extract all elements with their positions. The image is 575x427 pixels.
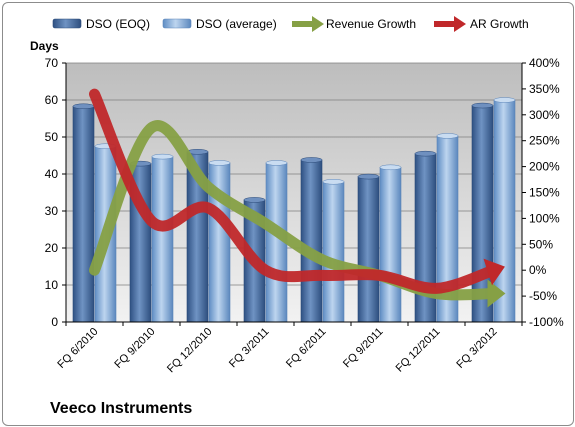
- x-tick-label: FQ 6/2010: [55, 326, 100, 371]
- line-series: [89, 88, 506, 308]
- bar-top: [151, 153, 174, 160]
- bar-top: [72, 103, 95, 110]
- series-line: [89, 88, 499, 294]
- series-arrowhead: [487, 279, 506, 308]
- x-tick-label: FQ 12/2011: [394, 326, 443, 375]
- x-tick-label: FQ 12/2010: [165, 326, 215, 376]
- x-tick-label: FQ 9/2011: [341, 326, 386, 371]
- series-arrowhead: [483, 258, 505, 286]
- x-tick-label: FQ 3/2011: [227, 326, 272, 371]
- y-axis-label: Days: [30, 39, 59, 53]
- bar: [379, 167, 402, 323]
- bar-top: [243, 197, 266, 203]
- legend-arrowhead: [312, 16, 324, 32]
- y2-tick-label: 0%: [529, 263, 547, 277]
- legend-swatch: [52, 18, 82, 29]
- x-tick-label: FQ 6/2011: [284, 326, 329, 371]
- y-tick-label: 0: [51, 315, 58, 329]
- y-tick-label: 10: [45, 278, 59, 292]
- y-tick-label: 20: [45, 241, 59, 255]
- y-tick-label: 50: [45, 130, 59, 144]
- y2-tick-label: 150%: [529, 186, 560, 200]
- bar: [300, 159, 323, 323]
- bar-top: [265, 160, 288, 166]
- bar: [72, 105, 95, 323]
- legend-swatch: [162, 18, 192, 29]
- company-title: Veeco Instruments: [50, 400, 193, 417]
- y-tick-label: 70: [45, 56, 59, 70]
- legend-label: DSO (EOQ): [86, 17, 150, 31]
- bar: [322, 181, 345, 323]
- x-tick-label: FQ 3/2012: [454, 326, 499, 371]
- legend: DSO (EOQ) DSO (average) Revenue Growth AR G…: [52, 16, 529, 32]
- bar-top: [208, 160, 231, 166]
- bar: [357, 176, 380, 323]
- legend-arrowhead: [454, 16, 466, 32]
- y-tick-label: 60: [45, 93, 59, 107]
- y2-tick-label: 350%: [529, 82, 560, 96]
- y-tick-label: 30: [45, 204, 59, 218]
- bar-top: [300, 157, 323, 163]
- legend-label: AR Growth: [470, 17, 529, 31]
- bar-top: [493, 97, 516, 103]
- y2-tick-label: 200%: [529, 160, 560, 174]
- bar-top: [322, 179, 345, 185]
- bar-top: [436, 133, 459, 139]
- legend-label: DSO (average): [196, 17, 277, 31]
- y-tick-label: 40: [45, 167, 59, 181]
- y2-tick-label: -50%: [529, 289, 557, 303]
- bar-top: [414, 150, 437, 157]
- bar-top: [471, 102, 494, 109]
- bar-top: [357, 173, 380, 180]
- y2-tick-label: 100%: [529, 211, 560, 225]
- legend-label: Revenue Growth: [326, 17, 416, 31]
- y2-tick-label: -100%: [529, 315, 564, 329]
- y2-tick-label: 50%: [529, 237, 553, 251]
- x-tick-label: FQ 9/2010: [112, 326, 157, 371]
- bar: [151, 156, 174, 323]
- bar-top: [379, 164, 402, 171]
- y2-tick-label: 400%: [529, 56, 560, 70]
- y2-tick-label: 250%: [529, 134, 560, 148]
- y2-tick-label: 300%: [529, 108, 560, 122]
